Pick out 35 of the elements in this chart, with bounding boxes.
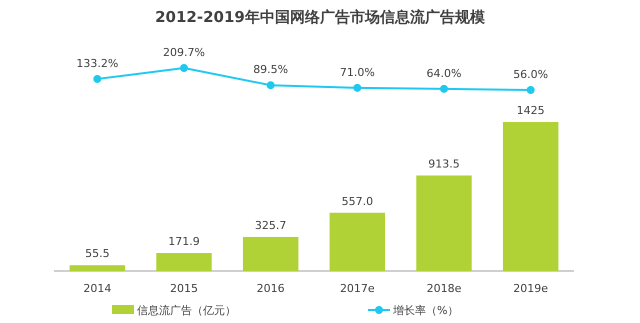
- point: [180, 64, 188, 72]
- legend-label: 信息流广告（亿元）: [137, 304, 236, 317]
- data-label: 913.5: [428, 157, 460, 170]
- data-label: 71.0%: [340, 66, 375, 79]
- point: [440, 84, 448, 93]
- chart-title: 2012-2019年中国网络广告市场信息流广告规模: [155, 8, 486, 26]
- data-label: 89.5%: [253, 63, 288, 76]
- x-tick-label: 2019e: [513, 282, 548, 295]
- legend-item: 信息流广告（亿元）: [112, 304, 236, 317]
- x-tick-label: 2016: [256, 282, 285, 295]
- data-label: 56.0%: [513, 68, 548, 81]
- point: [93, 74, 102, 83]
- data-label: 133.2%: [76, 56, 118, 70]
- data-label: 55.5: [85, 247, 110, 260]
- x-tick-label: 2018e: [426, 282, 462, 295]
- data-label: 557.0: [342, 194, 374, 208]
- bar: [156, 253, 212, 271]
- point: [526, 86, 535, 94]
- data-label: 325.7: [254, 218, 286, 232]
- x-tick-label: 2014: [83, 282, 112, 295]
- bar: [416, 175, 472, 271]
- data-label: 1425: [516, 104, 545, 117]
- x-tick-label: 2015: [170, 282, 198, 295]
- data-label: 171.9: [168, 235, 200, 248]
- point: [266, 81, 275, 90]
- data-label: 64.0%: [426, 66, 462, 80]
- bar: [242, 236, 298, 271]
- data-label: 209.7%: [163, 46, 205, 59]
- x-tick-label: 2017e: [340, 282, 375, 295]
- point: [353, 84, 362, 92]
- legend-label: 增长率（%）: [392, 304, 458, 317]
- bar: [70, 265, 126, 271]
- bar: [330, 212, 386, 271]
- bar: [502, 122, 558, 271]
- legend-item: 增长率（%）: [368, 304, 458, 317]
